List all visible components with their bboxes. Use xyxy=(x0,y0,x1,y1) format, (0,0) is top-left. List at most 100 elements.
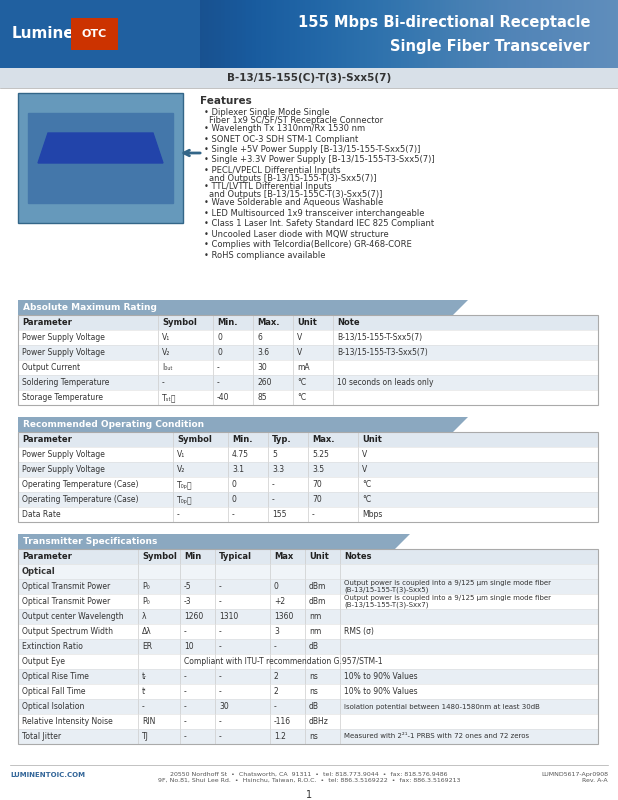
Text: -: - xyxy=(162,378,165,387)
Text: Data Rate: Data Rate xyxy=(22,510,61,519)
Text: Single Fiber Transceiver: Single Fiber Transceiver xyxy=(390,38,590,54)
FancyBboxPatch shape xyxy=(18,534,395,549)
Text: 10 seconds on leads only: 10 seconds on leads only xyxy=(337,378,433,387)
Text: V₁: V₁ xyxy=(162,333,170,342)
Text: +2: +2 xyxy=(274,597,285,606)
FancyBboxPatch shape xyxy=(18,729,598,744)
Text: -: - xyxy=(184,627,187,636)
Text: V₂: V₂ xyxy=(162,348,171,357)
Text: Max.: Max. xyxy=(257,318,279,327)
Text: -: - xyxy=(219,732,222,741)
Text: B-13/15-155-T3-Sxx5(7): B-13/15-155-T3-Sxx5(7) xyxy=(337,348,428,357)
Text: P₀: P₀ xyxy=(142,582,150,591)
Text: TJ: TJ xyxy=(142,732,149,741)
Text: Operating Temperature (Case): Operating Temperature (Case) xyxy=(22,495,138,504)
FancyBboxPatch shape xyxy=(18,684,598,699)
FancyBboxPatch shape xyxy=(18,360,598,375)
Text: ns: ns xyxy=(309,687,318,696)
FancyBboxPatch shape xyxy=(0,0,618,68)
FancyBboxPatch shape xyxy=(18,579,598,594)
Text: 3.3: 3.3 xyxy=(272,465,284,474)
Text: and Outputs [B-13/15-155-T(3)-Sxx5(7)]: and Outputs [B-13/15-155-T(3)-Sxx5(7)] xyxy=(209,174,376,183)
Text: V₂: V₂ xyxy=(177,465,185,474)
Text: Parameter: Parameter xyxy=(22,435,72,444)
Text: 0: 0 xyxy=(232,480,237,489)
Text: 0: 0 xyxy=(232,495,237,504)
Text: Optical Transmit Power: Optical Transmit Power xyxy=(22,582,110,591)
Text: 1260: 1260 xyxy=(184,612,203,621)
Text: 2: 2 xyxy=(274,672,279,681)
Text: -: - xyxy=(184,672,187,681)
Polygon shape xyxy=(28,113,173,203)
Text: 5.25: 5.25 xyxy=(312,450,329,459)
FancyBboxPatch shape xyxy=(18,549,598,564)
Text: • Wave Solderable and Aqueous Washable: • Wave Solderable and Aqueous Washable xyxy=(204,198,383,207)
Text: -: - xyxy=(184,717,187,726)
Text: -: - xyxy=(232,510,235,519)
Text: • Complies with Telcordia(Bellcore) GR-468-CORE: • Complies with Telcordia(Bellcore) GR-4… xyxy=(204,240,412,249)
Text: λ: λ xyxy=(142,612,146,621)
Text: Symbol: Symbol xyxy=(177,435,212,444)
Text: -: - xyxy=(272,480,275,489)
Text: Optical Rise Time: Optical Rise Time xyxy=(22,672,89,681)
Text: LUMND5617-Apr0908
Rev. A-A: LUMND5617-Apr0908 Rev. A-A xyxy=(541,772,608,782)
Text: 2: 2 xyxy=(274,687,279,696)
Polygon shape xyxy=(453,417,468,432)
Text: -: - xyxy=(219,597,222,606)
Text: ns: ns xyxy=(309,672,318,681)
Text: 1: 1 xyxy=(306,790,312,800)
Text: Measured with 2²¹-1 PRBS with 72 ones and 72 zeros: Measured with 2²¹-1 PRBS with 72 ones an… xyxy=(344,734,529,739)
Text: Output power is coupled into a 9/125 μm single mode fiber (B-13/15-155-T(3)-Sxx5: Output power is coupled into a 9/125 μm … xyxy=(344,580,551,594)
Text: tⁱ: tⁱ xyxy=(142,687,146,696)
Text: V₁: V₁ xyxy=(177,450,185,459)
Text: -: - xyxy=(217,378,220,387)
FancyBboxPatch shape xyxy=(18,609,598,624)
Text: 0: 0 xyxy=(217,348,222,357)
Text: Compliant with ITU-T recommendation G.957/STM-1: Compliant with ITU-T recommendation G.95… xyxy=(184,657,383,666)
Polygon shape xyxy=(453,300,468,315)
Text: 30: 30 xyxy=(257,363,267,372)
FancyBboxPatch shape xyxy=(18,93,183,223)
Text: Extinction Ratio: Extinction Ratio xyxy=(22,642,83,651)
Text: 1310: 1310 xyxy=(219,612,239,621)
FancyBboxPatch shape xyxy=(18,300,453,315)
Text: • LED Multisourced 1x9 transceiver interchangeable: • LED Multisourced 1x9 transceiver inter… xyxy=(204,209,425,218)
FancyBboxPatch shape xyxy=(18,345,598,360)
Text: -: - xyxy=(219,687,222,696)
FancyBboxPatch shape xyxy=(18,375,598,390)
Text: -: - xyxy=(217,363,220,372)
Text: Min: Min xyxy=(184,552,201,561)
Text: 20550 Nordhoff St  •  Chatsworth, CA  91311  •  tel: 818.773.9044  •  fax: 818.5: 20550 Nordhoff St • Chatsworth, CA 91311… xyxy=(158,772,460,782)
Text: ER: ER xyxy=(142,642,152,651)
Text: dB: dB xyxy=(309,702,319,711)
Text: -: - xyxy=(219,717,222,726)
Text: Relative Intensity Noise: Relative Intensity Noise xyxy=(22,717,112,726)
Text: Symbol: Symbol xyxy=(162,318,197,327)
Text: P₀: P₀ xyxy=(142,597,150,606)
FancyBboxPatch shape xyxy=(18,654,598,669)
Text: I₀ᵤₜ: I₀ᵤₜ xyxy=(162,363,173,372)
Text: -: - xyxy=(219,642,222,651)
FancyBboxPatch shape xyxy=(18,477,598,492)
Text: Absolute Maximum Rating: Absolute Maximum Rating xyxy=(23,303,157,312)
Text: • Wavelength Tx 1310nm/Rx 1530 nm: • Wavelength Tx 1310nm/Rx 1530 nm xyxy=(204,124,365,133)
FancyBboxPatch shape xyxy=(18,432,598,447)
Text: Max.: Max. xyxy=(312,435,334,444)
Text: Power Supply Voltage: Power Supply Voltage xyxy=(22,333,105,342)
Text: 3.6: 3.6 xyxy=(257,348,269,357)
FancyBboxPatch shape xyxy=(18,330,598,345)
Text: -: - xyxy=(184,702,187,711)
Text: 0: 0 xyxy=(274,582,279,591)
Text: -: - xyxy=(274,642,277,651)
Text: 1.2: 1.2 xyxy=(274,732,286,741)
Text: • Class 1 Laser Int. Safety Standard IEC 825 Compliant: • Class 1 Laser Int. Safety Standard IEC… xyxy=(204,219,434,228)
Text: -: - xyxy=(142,702,145,711)
FancyBboxPatch shape xyxy=(18,669,598,684)
Text: Total Jitter: Total Jitter xyxy=(22,732,61,741)
FancyBboxPatch shape xyxy=(18,462,598,477)
Text: OTC: OTC xyxy=(82,29,108,39)
Text: and Outputs [B-13/15-155C-T(3)-Sxx5(7)]: and Outputs [B-13/15-155C-T(3)-Sxx5(7)] xyxy=(209,190,383,199)
Text: 260: 260 xyxy=(257,378,271,387)
Text: Storage Temperature: Storage Temperature xyxy=(22,393,103,402)
Text: Note: Note xyxy=(337,318,360,327)
